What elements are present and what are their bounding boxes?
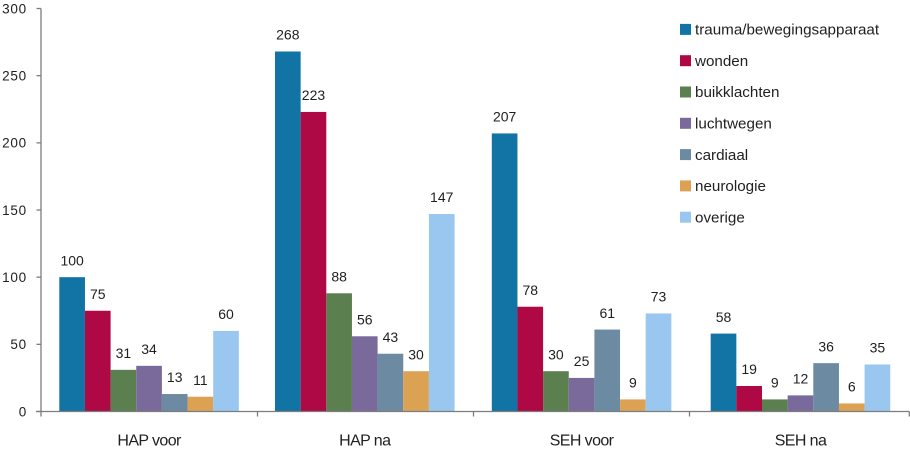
svg-text:73: 73 [651,289,667,305]
svg-text:6: 6 [848,379,856,395]
svg-text:trauma/bewegingsapparaat: trauma/bewegingsapparaat [695,22,880,39]
svg-text:88: 88 [331,268,347,284]
svg-text:100: 100 [60,252,84,268]
svg-text:147: 147 [430,189,454,205]
svg-text:268: 268 [276,27,300,43]
svg-text:31: 31 [116,345,132,361]
svg-text:HAP na: HAP na [339,433,391,449]
svg-text:43: 43 [383,329,399,345]
svg-text:buikklachten: buikklachten [695,84,779,101]
svg-text:250: 250 [2,68,27,83]
svg-text:60: 60 [218,306,234,322]
svg-text:13: 13 [167,369,183,385]
svg-text:61: 61 [599,305,615,321]
svg-text:30: 30 [548,346,564,362]
svg-text:78: 78 [522,282,538,298]
svg-text:9: 9 [771,375,779,391]
svg-text:cardiaal: cardiaal [695,147,748,164]
svg-text:luchtwegen: luchtwegen [695,116,772,133]
svg-text:19: 19 [741,361,757,377]
svg-text:100: 100 [2,270,27,285]
svg-text:150: 150 [2,203,27,218]
svg-text:25: 25 [574,353,590,369]
svg-text:50: 50 [10,337,27,352]
svg-text:neurologie: neurologie [695,178,766,195]
svg-text:207: 207 [493,109,517,125]
svg-text:30: 30 [408,346,424,362]
svg-text:11: 11 [193,372,208,388]
svg-text:35: 35 [870,340,886,356]
svg-text:9: 9 [629,375,637,391]
svg-text:overige: overige [695,209,745,226]
svg-text:75: 75 [90,286,106,302]
svg-text:HAP voor: HAP voor [117,433,182,449]
svg-text:36: 36 [818,338,834,354]
svg-text:223: 223 [302,87,326,103]
svg-text:34: 34 [141,341,157,357]
svg-text:12: 12 [793,371,809,387]
svg-text:58: 58 [716,309,732,325]
svg-text:SEH voor: SEH voor [550,433,615,449]
svg-text:300: 300 [2,1,27,16]
svg-text:56: 56 [357,311,373,327]
svg-text:0: 0 [19,404,27,419]
svg-text:SEH na: SEH na [775,433,827,449]
svg-text:wonden: wonden [694,53,748,70]
svg-text:200: 200 [2,136,27,151]
